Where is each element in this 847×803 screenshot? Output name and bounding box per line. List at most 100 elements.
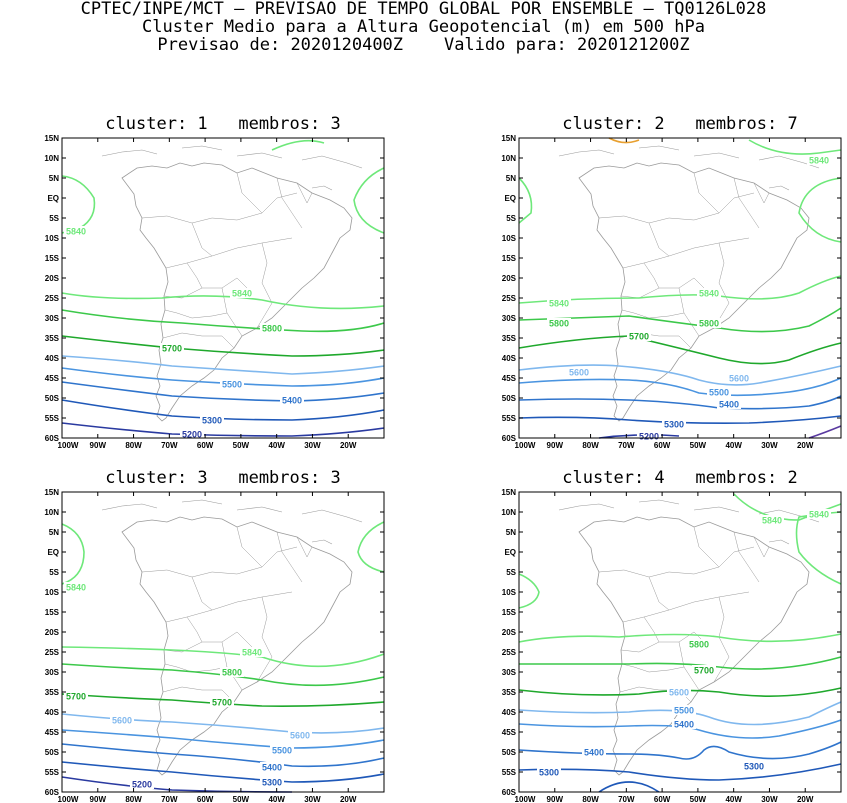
- contour-label: 5200: [182, 430, 202, 440]
- contour-label-bg: [220, 379, 244, 389]
- lat-tick-label: 55S: [45, 414, 60, 423]
- lat-tick-label: 10N: [501, 154, 516, 163]
- contour-line: [61, 422, 385, 437]
- contour-line: [518, 573, 540, 609]
- contour-label-bg: [210, 697, 234, 707]
- lat-tick-label: 5S: [506, 214, 516, 223]
- country-border: [733, 177, 760, 229]
- contour-label: 5840: [66, 227, 86, 237]
- panel-2-title: cluster: 2 membros: 7: [562, 114, 798, 134]
- lon-tick-label: 30W: [304, 795, 321, 803]
- lat-tick-label: 5N: [49, 174, 59, 183]
- contour-label: 5800: [222, 668, 242, 678]
- contour-label: 5400: [262, 763, 282, 773]
- contour-label-bg: [807, 155, 831, 165]
- lat-tick-label: 10S: [502, 588, 517, 597]
- lat-tick-label: 10S: [45, 234, 60, 243]
- contour-line: [61, 381, 385, 402]
- country-border: [713, 242, 730, 329]
- contour-label-bg: [807, 509, 831, 519]
- contour-line: [518, 364, 842, 386]
- lon-tick-label: 30W: [761, 441, 778, 450]
- lat-tick-label: 45S: [45, 374, 60, 383]
- country-border: [296, 182, 313, 204]
- lat-tick-label: 45S: [45, 728, 60, 737]
- panel-3-title: cluster: 3 membros: 3: [105, 468, 341, 488]
- lon-tick-label: 100W: [515, 795, 536, 803]
- contour-line: [61, 523, 85, 585]
- country-border: [165, 591, 293, 623]
- contour-line: [518, 656, 842, 670]
- lon-tick-label: 20W: [340, 441, 357, 450]
- lon-tick-label: 70W: [161, 795, 178, 803]
- contour-label: 5400: [719, 400, 739, 410]
- contour-label: 5600: [669, 688, 689, 698]
- lat-tick-label: 10S: [45, 588, 60, 597]
- contour-line: [518, 177, 533, 224]
- contour-label: 5300: [744, 762, 764, 772]
- lon-tick-label: 90W: [90, 795, 107, 803]
- contour-line: [61, 175, 96, 234]
- lat-tick-label: 5N: [506, 528, 516, 537]
- country-border: [622, 591, 750, 623]
- contour-label: 5500: [709, 388, 729, 398]
- lat-tick-label: 40S: [45, 708, 60, 717]
- contour-label: 5400: [282, 396, 302, 406]
- contour-line: [518, 763, 842, 781]
- contour-label-bg: [160, 343, 184, 353]
- contour-label-bg: [270, 745, 294, 755]
- country-border: [256, 242, 273, 329]
- lat-tick-label: EQ: [504, 194, 516, 203]
- lon-tick-label: 30W: [304, 441, 321, 450]
- contour-label-bg: [760, 515, 784, 525]
- lat-tick-label: 55S: [502, 414, 517, 423]
- contour-label: 5600: [569, 368, 589, 378]
- lat-tick-label: 30S: [502, 668, 517, 677]
- contour-line: [598, 781, 660, 793]
- contour-label-bg: [627, 331, 651, 341]
- contour-label: 5840: [809, 156, 829, 166]
- contour-label-bg: [547, 298, 571, 308]
- lat-tick-label: 25S: [45, 648, 60, 657]
- south-america-coastline: [121, 516, 353, 776]
- lat-tick-label: 50S: [502, 394, 517, 403]
- lon-tick-label: 70W: [161, 441, 178, 450]
- contour-line: [748, 139, 842, 155]
- contour-line: [61, 743, 385, 768]
- lat-tick-label: 40S: [502, 354, 517, 363]
- contour-label: 5700: [162, 344, 182, 354]
- country-border: [186, 262, 203, 289]
- contour-line: [518, 701, 842, 726]
- country-border: [643, 262, 660, 289]
- country-border: [162, 686, 235, 703]
- map-border: [518, 137, 842, 439]
- contour-label: 5840: [762, 516, 782, 526]
- contour-label: 5840: [699, 289, 719, 299]
- contour-label: 5300: [539, 768, 559, 778]
- contour-label-bg: [240, 647, 264, 657]
- contour-label-bg: [130, 779, 154, 789]
- lat-tick-label: 55S: [502, 768, 517, 777]
- lon-tick-label: 90W: [547, 441, 564, 450]
- lat-tick-label: 45S: [502, 374, 517, 383]
- lat-tick-label: 5S: [49, 568, 59, 577]
- contour-line: [798, 177, 842, 243]
- lat-tick-label: 10N: [501, 508, 516, 517]
- country-border: [643, 616, 660, 643]
- contour-label: 5840: [549, 299, 569, 309]
- lon-tick-label: 60W: [197, 441, 214, 450]
- contour-label-bg: [280, 395, 304, 405]
- country-border: [753, 536, 770, 558]
- contour-line: [61, 399, 385, 421]
- contour-label: 5500: [272, 746, 292, 756]
- contour-label: 5700: [629, 332, 649, 342]
- country-border: [693, 526, 720, 568]
- lat-tick-label: 20S: [502, 628, 517, 637]
- lon-tick-label: 40W: [725, 795, 742, 803]
- lon-tick-label: 50W: [690, 795, 707, 803]
- country-border: [598, 215, 670, 224]
- country-border: [191, 576, 213, 611]
- lat-tick-label: 5S: [506, 568, 516, 577]
- contour-line: [353, 167, 385, 234]
- lon-tick-label: 100W: [58, 795, 79, 803]
